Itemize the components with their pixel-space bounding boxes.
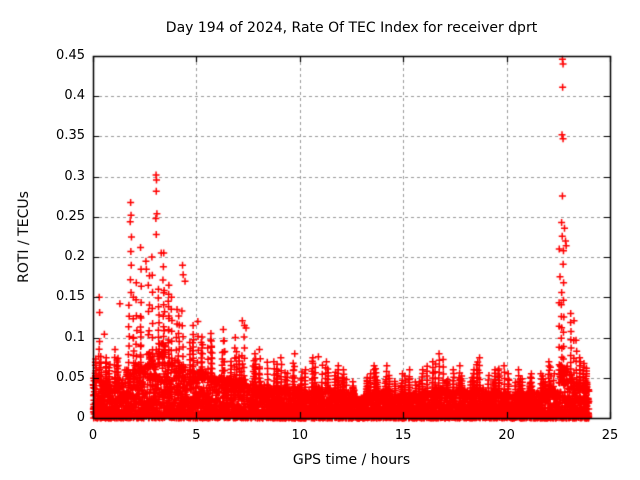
- y-tick-label: 0.05: [56, 369, 85, 385]
- x-tick-label: 10: [291, 428, 309, 443]
- chart-title: Day 194 of 2024, Rate Of TEC Index for r…: [165, 20, 538, 36]
- x-tick-label: 20: [498, 428, 515, 443]
- x-tick-label: 5: [192, 428, 201, 443]
- y-tick-label: 0.45: [56, 48, 85, 63]
- y-tick-label: 0.15: [56, 289, 85, 305]
- x-tick-label: 15: [394, 428, 412, 443]
- y-tick-label: 0: [76, 410, 85, 425]
- y-tick-label: 0.1: [64, 329, 85, 345]
- y-tick-label: 0.35: [56, 128, 85, 144]
- x-axis-label: GPS time / hours: [292, 452, 411, 468]
- x-tick-label: 0: [88, 428, 98, 443]
- x-tick-label: 25: [601, 428, 619, 443]
- y-tick-label: 0.3: [64, 168, 85, 184]
- y-tick-label: 0.2: [64, 249, 85, 265]
- y-tick-label: 0.25: [56, 208, 85, 224]
- y-tick-label: 0.4: [64, 88, 85, 104]
